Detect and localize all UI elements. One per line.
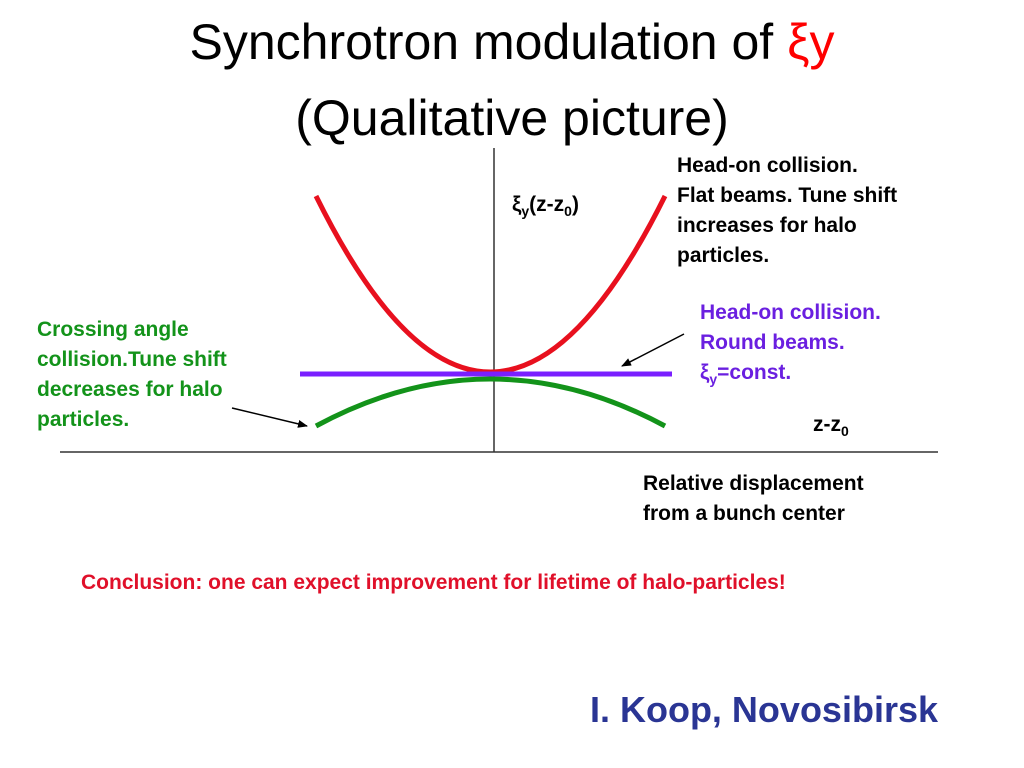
annotation-line: Crossing angle xyxy=(37,318,189,341)
crossing-angle-annotation: Crossing angle collision.Tune shift decr… xyxy=(37,315,227,435)
annotation-line: Round beams. xyxy=(700,331,845,354)
title-prefix: Synchrotron modulation of xyxy=(189,14,788,70)
crossing-arrow xyxy=(231,407,308,428)
conclusion-text: Conclusion: one can expect improvement f… xyxy=(81,571,786,594)
round-beam-annotation: Head-on collision. Round beams. ξy=const… xyxy=(700,298,881,388)
relative-displacement-note: Relative displacement from a bunch cente… xyxy=(643,469,864,529)
annotation-line: from a bunch center xyxy=(643,502,845,525)
round-beam-arrow xyxy=(621,333,685,367)
annotation-line: Relative displacement xyxy=(643,472,864,495)
slide-title-line2: (Qualitative picture) xyxy=(295,90,729,146)
annotation-line: ξy=const. xyxy=(700,361,792,387)
annotation-line: increases for halo xyxy=(677,214,857,237)
annotation-line: decreases for halo xyxy=(37,378,223,401)
annotation-line: collision.Tune shift xyxy=(37,348,227,371)
annotation-line: Head-on collision. xyxy=(700,301,881,324)
title-xi-symbol: ξy xyxy=(787,14,835,70)
crossing-angle-curve xyxy=(314,376,667,429)
flat-beam-annotation: Head-on collision. Flat beams. Tune shif… xyxy=(677,151,897,271)
annotation-line: particles. xyxy=(677,244,770,267)
y-axis-label: ξy(z-z0) xyxy=(512,193,579,219)
x-axis-label: z-z0 xyxy=(813,413,849,439)
author-credit: I. Koop, Novosibirsk xyxy=(589,689,938,730)
flat-beam-curve xyxy=(313,194,668,375)
annotation-line: particles. xyxy=(37,408,130,431)
slide-title-line1: Synchrotron modulation of ξy xyxy=(0,14,1024,70)
annotation-line: Head-on collision. xyxy=(677,154,858,177)
annotation-line: Flat beams. Tune shift xyxy=(677,184,898,207)
